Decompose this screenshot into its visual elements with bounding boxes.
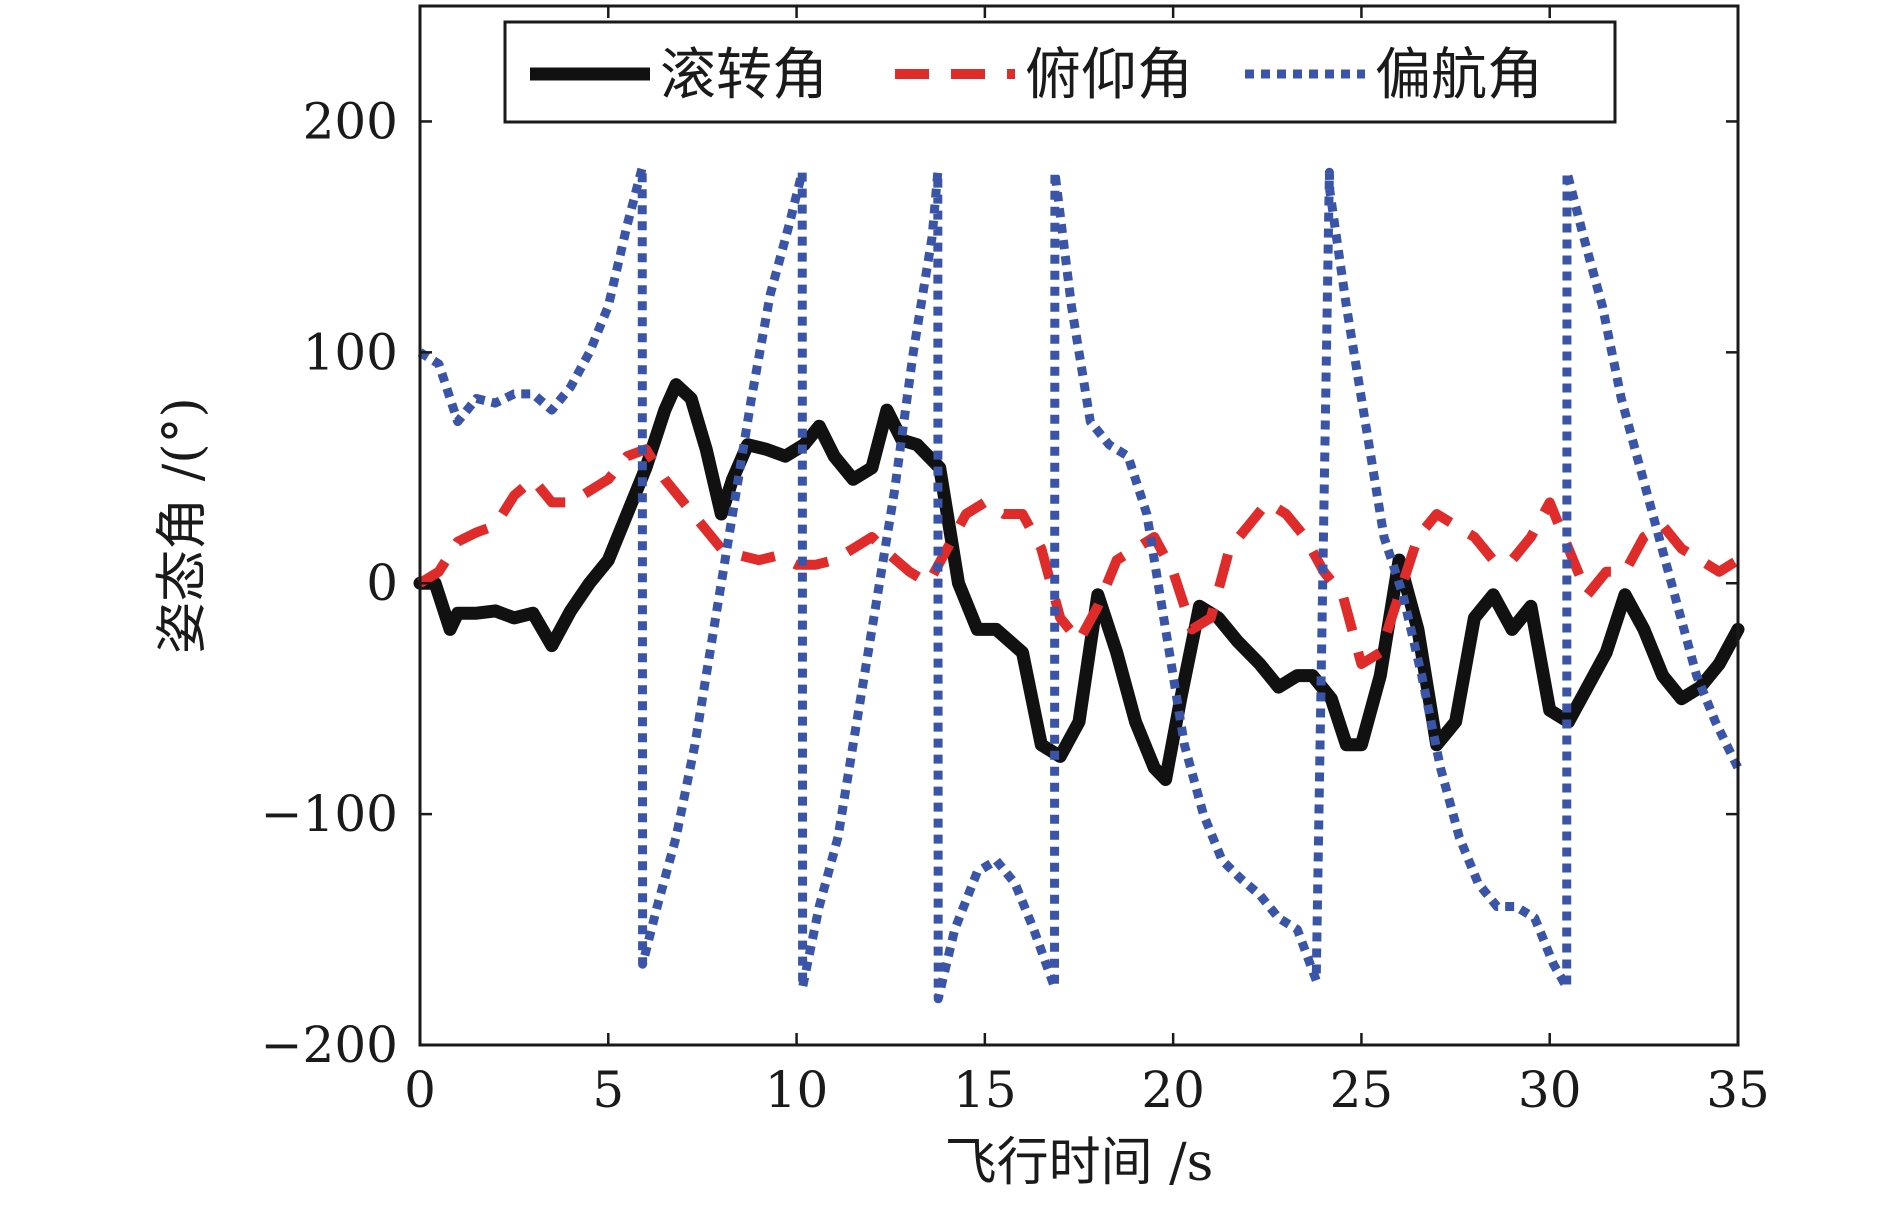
x-tick-label: 35 xyxy=(1706,1061,1770,1119)
legend-label: 俯仰角 xyxy=(1025,43,1193,108)
y-tick-label: 100 xyxy=(303,323,398,381)
y-tick-label: −100 xyxy=(261,785,398,843)
legend: 滚转角 俯仰角 偏航角 xyxy=(503,20,1617,124)
x-tick-label: 10 xyxy=(765,1061,829,1119)
y-tick-label: 200 xyxy=(303,92,398,150)
y-axis-title: 姿态角 /(°) xyxy=(153,397,213,654)
y-tick-label: 0 xyxy=(366,554,398,612)
ticks-layer: 0 5 10 15 20 25 30 35 −200 −100 0 100 200 xyxy=(261,6,1770,1119)
x-tick-label: 5 xyxy=(592,1061,624,1119)
x-axis-title: 飞行时间 /s xyxy=(945,1133,1214,1193)
x-tick-label: 20 xyxy=(1141,1061,1205,1119)
legend-items: 滚转角 俯仰角 偏航角 xyxy=(530,43,1543,108)
x-tick-label: 30 xyxy=(1518,1061,1582,1119)
series-layer xyxy=(413,163,1745,1004)
legend-label: 滚转角 xyxy=(660,43,828,108)
y-tick-label: −200 xyxy=(261,1016,398,1074)
x-tick-label: 0 xyxy=(404,1061,436,1119)
series-line-roll xyxy=(413,378,1745,786)
x-tick-label: 25 xyxy=(1330,1061,1394,1119)
legend-box xyxy=(503,20,1617,124)
axes-layer xyxy=(418,4,1740,1047)
series-line-yaw xyxy=(417,163,1743,1004)
legend-label: 偏航角 xyxy=(1375,43,1543,108)
x-tick-label: 15 xyxy=(953,1061,1017,1119)
plot-frame xyxy=(418,4,1740,1047)
